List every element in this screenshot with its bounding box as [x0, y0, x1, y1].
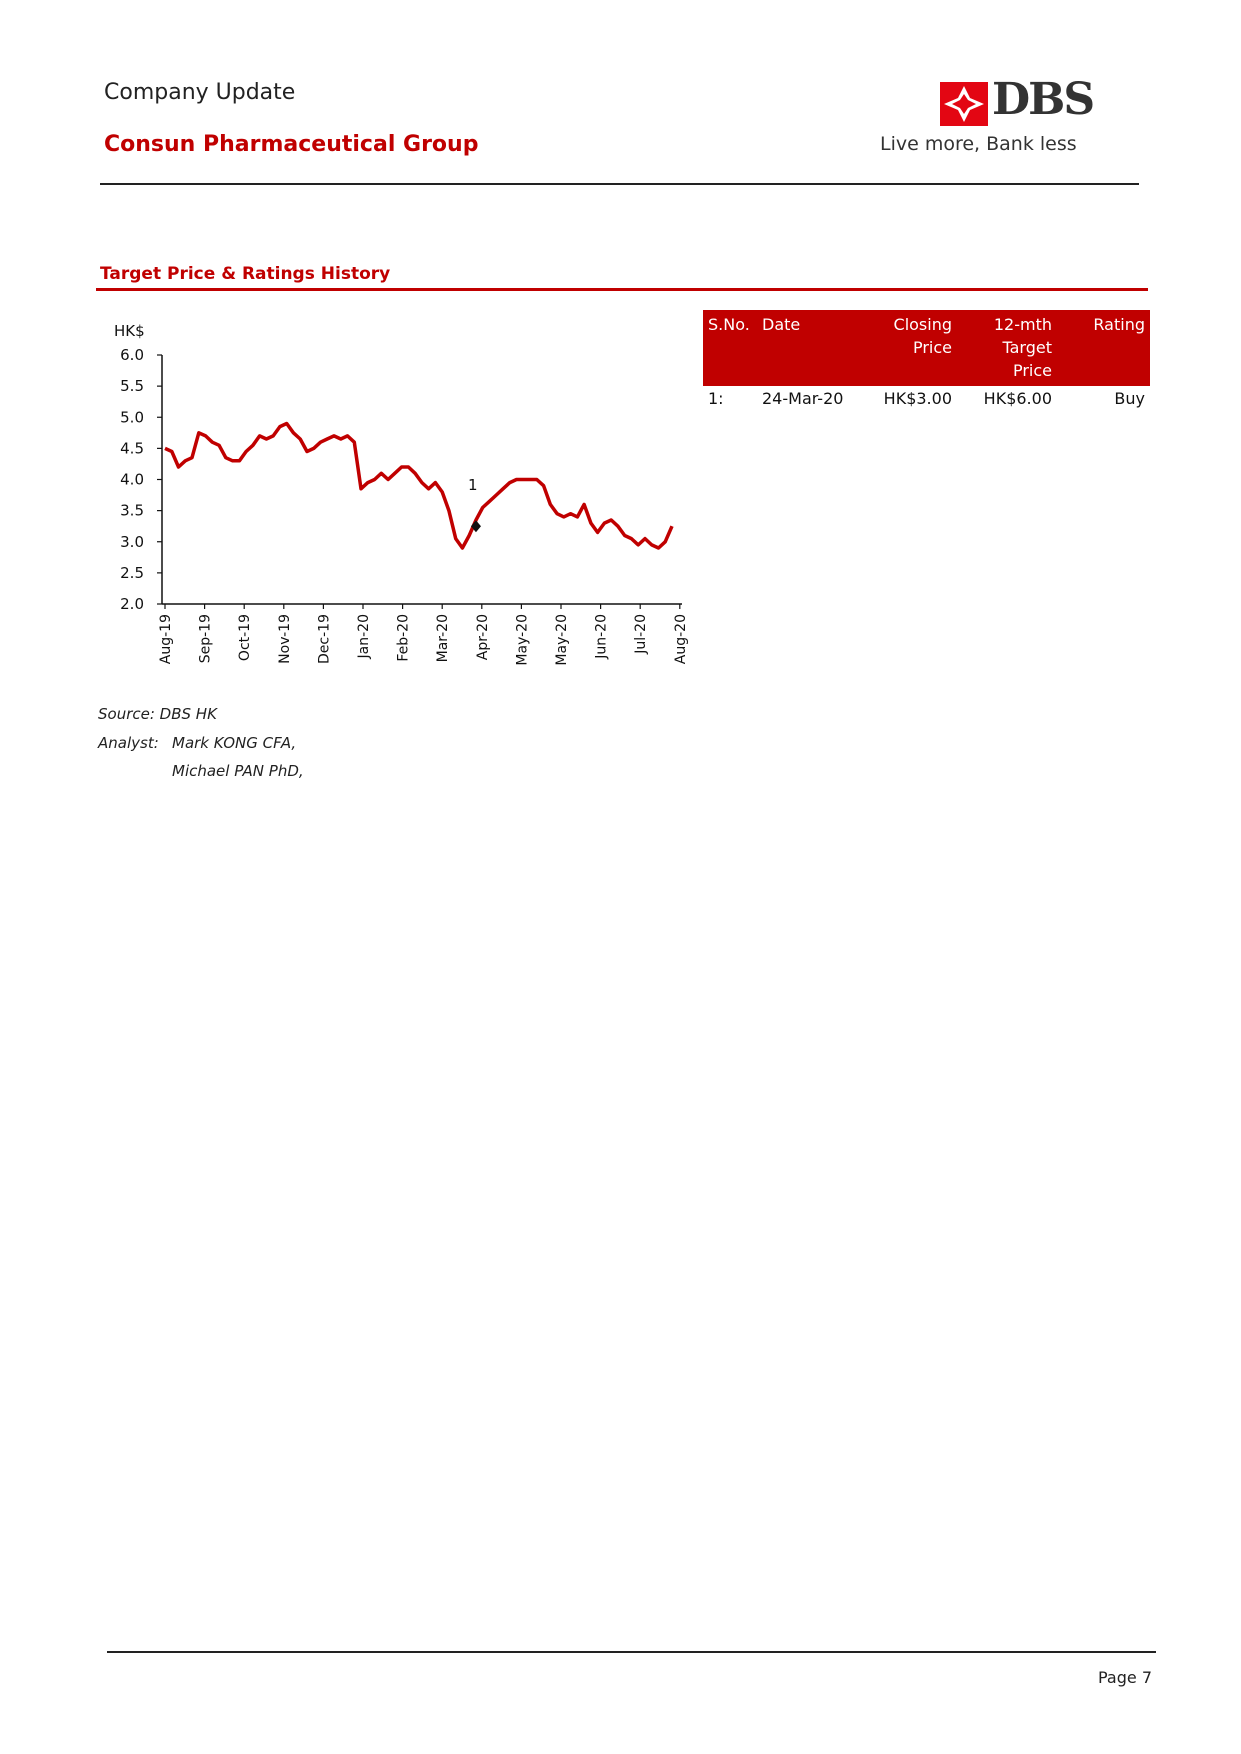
- x-tick-label: Jun-20: [594, 614, 610, 660]
- x-tick-label: Mar-20: [435, 614, 451, 662]
- table-cell-rating: Buy: [1114, 389, 1145, 408]
- company-name: Consun Pharmaceutical Group: [104, 132, 479, 157]
- x-tick-label: Apr-20: [475, 614, 491, 660]
- rating-marker-label: 1: [468, 476, 478, 494]
- y-tick-label: 4.0: [120, 471, 144, 489]
- y-tick-label: 3.5: [120, 502, 144, 520]
- x-tick-label: Jan-20: [356, 614, 372, 659]
- analyst-name: Mark KONG CFA,: [172, 734, 297, 752]
- y-tick-label: 5.0: [120, 408, 144, 426]
- x-tick-label: Dec-19: [316, 614, 332, 664]
- rating-marker-icon: [470, 520, 481, 533]
- x-tick-label: Aug-19: [158, 614, 174, 664]
- price-series-line: [164, 421, 674, 550]
- x-tick-label: Jul-20: [633, 614, 649, 655]
- table-cell-date: 24-Mar-20: [762, 389, 844, 408]
- section-divider: [96, 288, 1148, 291]
- table-cell-closing-price: HK$3.00: [883, 389, 952, 408]
- table-cell-target-price: HK$6.00: [983, 389, 1052, 408]
- section-title: Target Price & Ratings History: [100, 264, 391, 284]
- target-price-table: S.No. Date Closing Price 12-mth Target P…: [703, 310, 1150, 412]
- table-header-date: Date: [757, 310, 857, 386]
- x-tick-label: Nov-19: [277, 614, 293, 664]
- table-header-rating: Rating: [1057, 310, 1150, 386]
- header-divider: [100, 183, 1139, 185]
- page-number: Page 7: [1098, 1668, 1152, 1687]
- table-header-target-price: 12-mth Target Price: [957, 310, 1057, 386]
- source-note: Source: DBS HK: [98, 705, 217, 723]
- dbs-logo: DBS Live more, Bank less: [880, 74, 1095, 160]
- price-chart: HK$ 2.0 2.5 3.0 3.5 4.0 4.5 5.0 5.5 6.0 Aug-19 Sep-…: [100, 318, 710, 678]
- table-cell-sno: 1:: [708, 389, 724, 408]
- y-tick-label: 5.5: [120, 377, 144, 395]
- y-tick-label: 2.0: [120, 595, 144, 613]
- table-header-sno: S.No.: [703, 310, 757, 386]
- x-tick-label: Feb-20: [396, 614, 412, 662]
- document-type: Company Update: [104, 80, 296, 105]
- dbs-star-icon: [940, 82, 988, 126]
- table-header-closing-price: Closing Price: [857, 310, 957, 386]
- x-tick-label: Sep-19: [198, 614, 214, 663]
- footer-divider: [107, 1651, 1156, 1653]
- x-tick-label: Oct-19: [237, 614, 253, 661]
- x-tick-label: May-20: [554, 614, 570, 666]
- price-chart-svg: HK$ 2.0 2.5 3.0 3.5 4.0 4.5 5.0 5.5 6.0 Aug-19 Sep-…: [114, 322, 689, 666]
- y-tick-label: 2.5: [120, 564, 144, 582]
- table-header-row: S.No. Date Closing Price 12-mth Target P…: [703, 310, 1150, 386]
- table-row: 1: 24-Mar-20 HK$3.00 HK$6.00 Buy: [703, 386, 1150, 412]
- logo-wordmark: DBS: [992, 74, 1095, 125]
- x-tick-label: Aug-20: [673, 614, 689, 664]
- logo-tagline: Live more, Bank less: [880, 133, 1077, 155]
- analyst-name: Michael PAN PhD,: [172, 762, 304, 780]
- y-tick-label: 4.5: [120, 439, 144, 457]
- analyst-label: Analyst:: [98, 734, 159, 752]
- y-axis-unit-label: HK$: [114, 322, 145, 340]
- y-tick-label: 3.0: [120, 533, 144, 551]
- y-tick-label: 6.0: [120, 346, 144, 364]
- x-tick-label: May-20: [514, 614, 530, 666]
